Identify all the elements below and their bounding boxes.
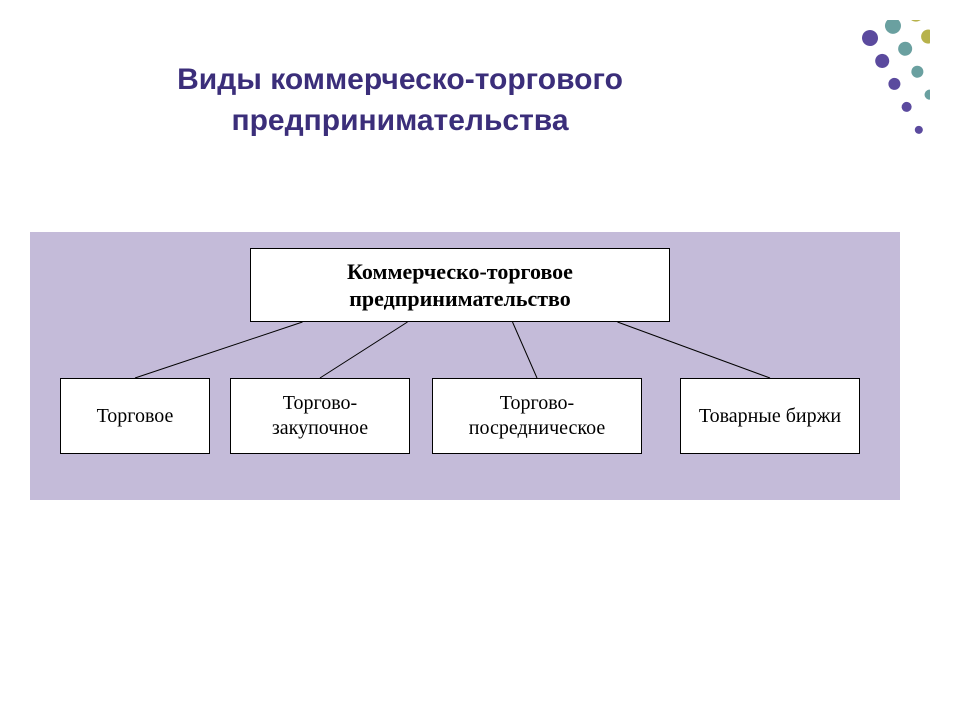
- diagram-child-node: Торгово-закупочное: [230, 378, 410, 454]
- diagram-child-label: Торгово-закупочное: [237, 391, 403, 441]
- corner-decoration: [800, 20, 930, 180]
- diagram-child-label: Торгово-посредническое: [439, 391, 635, 441]
- diagram-child-label: Товарные биржи: [699, 404, 841, 429]
- diagram-child-label: Торговое: [97, 404, 174, 429]
- slide-title: Виды коммерческо-торгового предпринимате…: [100, 60, 700, 141]
- diagram-root-node: Коммерческо-торговое предпринимательство: [250, 248, 670, 322]
- diagram-root-label: Коммерческо-торговое предпринимательство: [257, 258, 663, 313]
- diagram-child-node: Торгово-посредническое: [432, 378, 642, 454]
- diagram-child-node: Товарные биржи: [680, 378, 860, 454]
- diagram-child-node: Торговое: [60, 378, 210, 454]
